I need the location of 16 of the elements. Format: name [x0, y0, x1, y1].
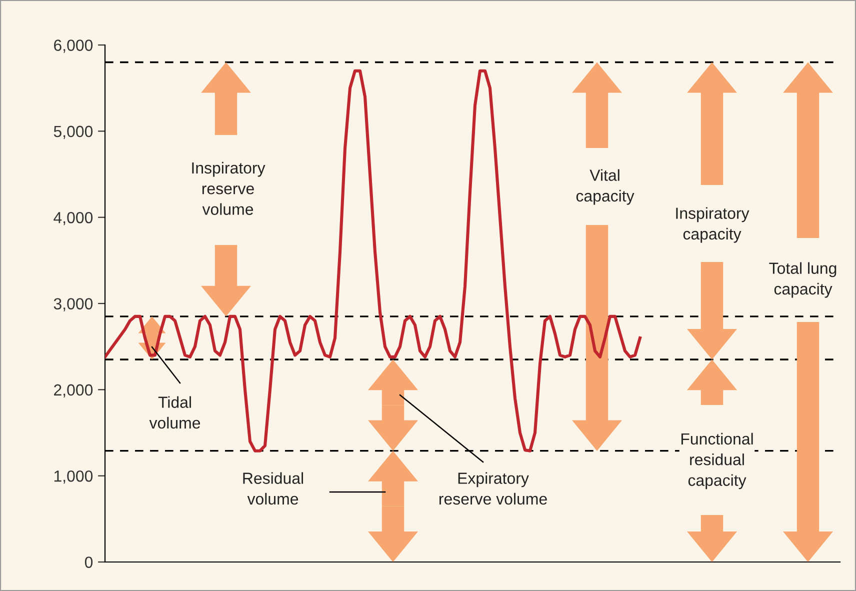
annotation: Residual volume	[243, 472, 304, 505]
text: Functional residual capacity	[681, 432, 753, 490]
text: Inspiratory capacity	[676, 207, 750, 243]
annotation: Expiratory reserve volume	[439, 472, 547, 505]
y-tick-label: 0	[84, 556, 93, 568]
text: Total lung capacity	[769, 262, 836, 298]
y-tick-label: 2,000	[54, 384, 93, 398]
annotation: Inspiratory reserve volume	[192, 162, 266, 215]
y-tick-label: 4,000	[54, 212, 93, 226]
annotation: Vital capacity	[576, 169, 634, 205]
annotation: Tidal volume	[149, 396, 200, 429]
y-tick-label: 5,000	[54, 126, 93, 139]
line-series	[105, 69, 642, 452]
y-tick-label: 3,000	[54, 298, 93, 312]
y-tick-label: 1,000	[54, 470, 93, 484]
y-tick-label: 6,000	[54, 40, 93, 53]
